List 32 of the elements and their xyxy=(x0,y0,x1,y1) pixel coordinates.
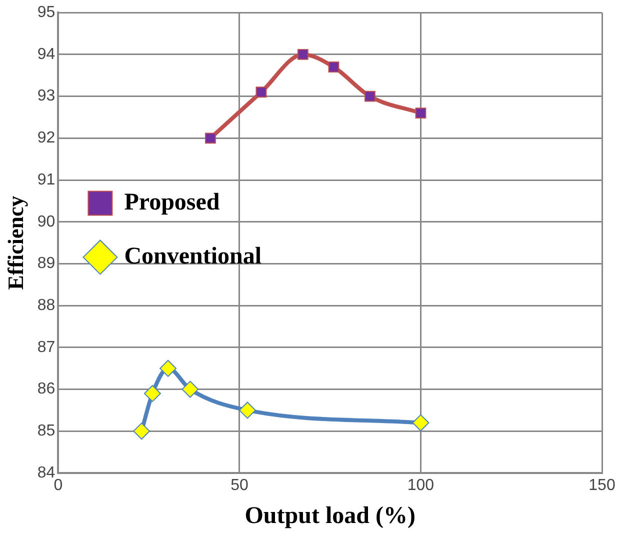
legend-label: Conventional xyxy=(124,243,262,270)
x-tick-label: 50 xyxy=(230,477,248,494)
point xyxy=(205,132,216,144)
point xyxy=(328,62,340,72)
y-tick-label: 85 xyxy=(37,422,56,440)
y-tick-label: 86 xyxy=(37,380,56,398)
point xyxy=(364,90,376,102)
y-tick-label: 89 xyxy=(37,255,56,272)
point xyxy=(144,384,161,402)
y-tick-label: 88 xyxy=(37,296,56,314)
point xyxy=(297,49,308,60)
point xyxy=(238,402,256,419)
y-tick-label: 95 xyxy=(37,4,56,22)
y-tick-label: 93 xyxy=(37,88,56,105)
point xyxy=(256,86,267,98)
x-tick-label: 100 xyxy=(407,477,434,494)
y-tick-label: 92 xyxy=(37,130,56,147)
point xyxy=(160,360,177,377)
x-axis-title: Output load (%) xyxy=(244,502,416,529)
x-tick-label: 150 xyxy=(588,477,616,494)
y-tick-label: 94 xyxy=(37,46,56,63)
point xyxy=(133,422,150,440)
point xyxy=(415,108,426,118)
point xyxy=(412,414,430,432)
y-tick-label: 87 xyxy=(37,338,56,356)
y-tick-label: 90 xyxy=(37,213,56,230)
y-tick-label: 91 xyxy=(37,171,56,188)
y-tick-label: 84 xyxy=(37,464,56,482)
legend-label: Proposed xyxy=(124,189,220,216)
x-tick-label: 0 xyxy=(54,477,63,494)
point xyxy=(182,380,199,398)
y-axis-title: Efficiency xyxy=(2,196,28,290)
